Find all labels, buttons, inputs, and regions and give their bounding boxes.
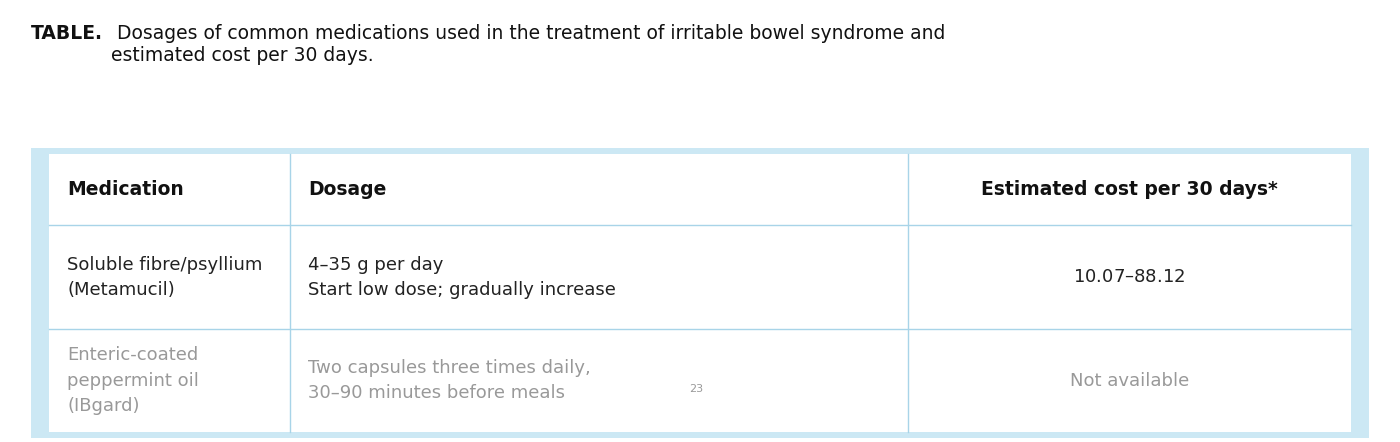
Text: Estimated cost per 30 days*: Estimated cost per 30 days* xyxy=(981,180,1278,199)
Text: Enteric-coated
peppermint oil
(IBgard): Enteric-coated peppermint oil (IBgard) xyxy=(67,346,199,415)
Text: 23: 23 xyxy=(689,384,703,394)
Text: $10.07–$88.12: $10.07–$88.12 xyxy=(1074,268,1186,286)
FancyBboxPatch shape xyxy=(31,148,1369,438)
Text: 4–35 g per day
Start low dose; gradually increase: 4–35 g per day Start low dose; gradually… xyxy=(308,255,616,299)
Text: Medication: Medication xyxy=(67,180,183,199)
Text: Dosage: Dosage xyxy=(308,180,386,199)
Text: Soluble fibre/psyllium
(Metamucil): Soluble fibre/psyllium (Metamucil) xyxy=(67,255,263,299)
Text: TABLE.: TABLE. xyxy=(31,24,102,43)
Text: Not available: Not available xyxy=(1070,372,1189,389)
Text: Dosages of common medications used in the treatment of irritable bowel syndrome : Dosages of common medications used in th… xyxy=(111,24,945,65)
Text: Two capsules three times daily,
30–90 minutes before meals: Two capsules three times daily, 30–90 mi… xyxy=(308,359,591,402)
FancyBboxPatch shape xyxy=(49,154,1351,432)
